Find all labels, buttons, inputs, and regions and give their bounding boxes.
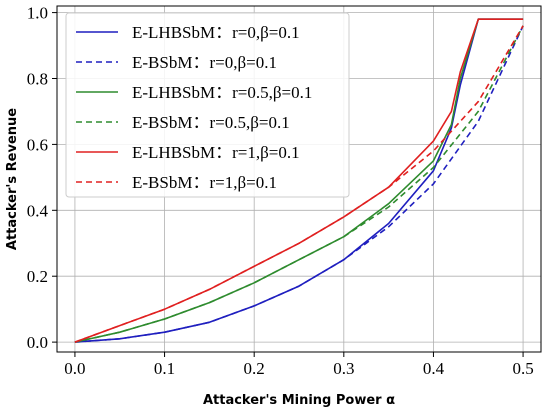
- legend-label: E-BSbM：r=0.5,β=0.1: [132, 113, 290, 132]
- x-tick-label: 0.5: [512, 359, 533, 378]
- x-tick-label: 0.4: [423, 359, 445, 378]
- y-tick-label: 1.0: [27, 4, 48, 23]
- y-tick-label: 0.0: [27, 333, 48, 352]
- y-tick-label: 0.4: [27, 201, 49, 220]
- x-tick-label: 0.2: [244, 359, 265, 378]
- x-tick-label: 0.3: [333, 359, 354, 378]
- x-tick-label: 0.1: [154, 359, 175, 378]
- y-tick-label: 0.6: [27, 135, 48, 154]
- legend-label: E-BSbM：r=1,β=0.1: [132, 173, 277, 192]
- legend-items: E-LHBSbM：r=0,β=0.1 E-BSbM：r=0,β=0.1 E-LHBS…: [76, 23, 312, 192]
- legend-label: E-LHBSbM：r=0,β=0.1: [132, 23, 300, 42]
- y-tick-label: 0.2: [27, 267, 48, 286]
- x-axis-title: Attacker's Mining Power α: [203, 393, 395, 408]
- series-lines: [74, 18, 524, 343]
- y-axis-title: Attacker's Revenue: [5, 108, 20, 250]
- legend-label: E-LHBSbM：r=0.5,β=0.1: [132, 83, 312, 102]
- series-line-6: [74, 25, 524, 343]
- x-tick-label: 0.0: [64, 359, 85, 378]
- legend-box: [65, 12, 350, 198]
- y-tick-label: 0.8: [27, 69, 48, 88]
- axis-ticks: 0.0 0.1 0.2 0.3 0.4 0.5 0.0 0.2 0.4 0.6 0.8 1.0: [27, 4, 534, 378]
- plot-frame: [56, 5, 542, 353]
- legend: E-LHBSbM：r=0,β=0.1 E-BSbM：r=0,β=0.1 E-LHBS…: [65, 12, 350, 198]
- legend-label: E-BSbM：r=0,β=0.1: [132, 53, 277, 72]
- legend-label: E-LHBSbM：r=1,β=0.1: [132, 143, 300, 162]
- series-line-2: [74, 25, 524, 343]
